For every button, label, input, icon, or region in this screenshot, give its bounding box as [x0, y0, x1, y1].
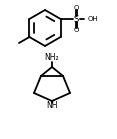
- Text: NH₂: NH₂: [45, 53, 59, 61]
- Text: NH: NH: [46, 101, 58, 111]
- Text: OH: OH: [88, 16, 98, 22]
- Text: O: O: [74, 27, 79, 33]
- Text: O: O: [74, 5, 79, 11]
- Text: S: S: [74, 14, 79, 23]
